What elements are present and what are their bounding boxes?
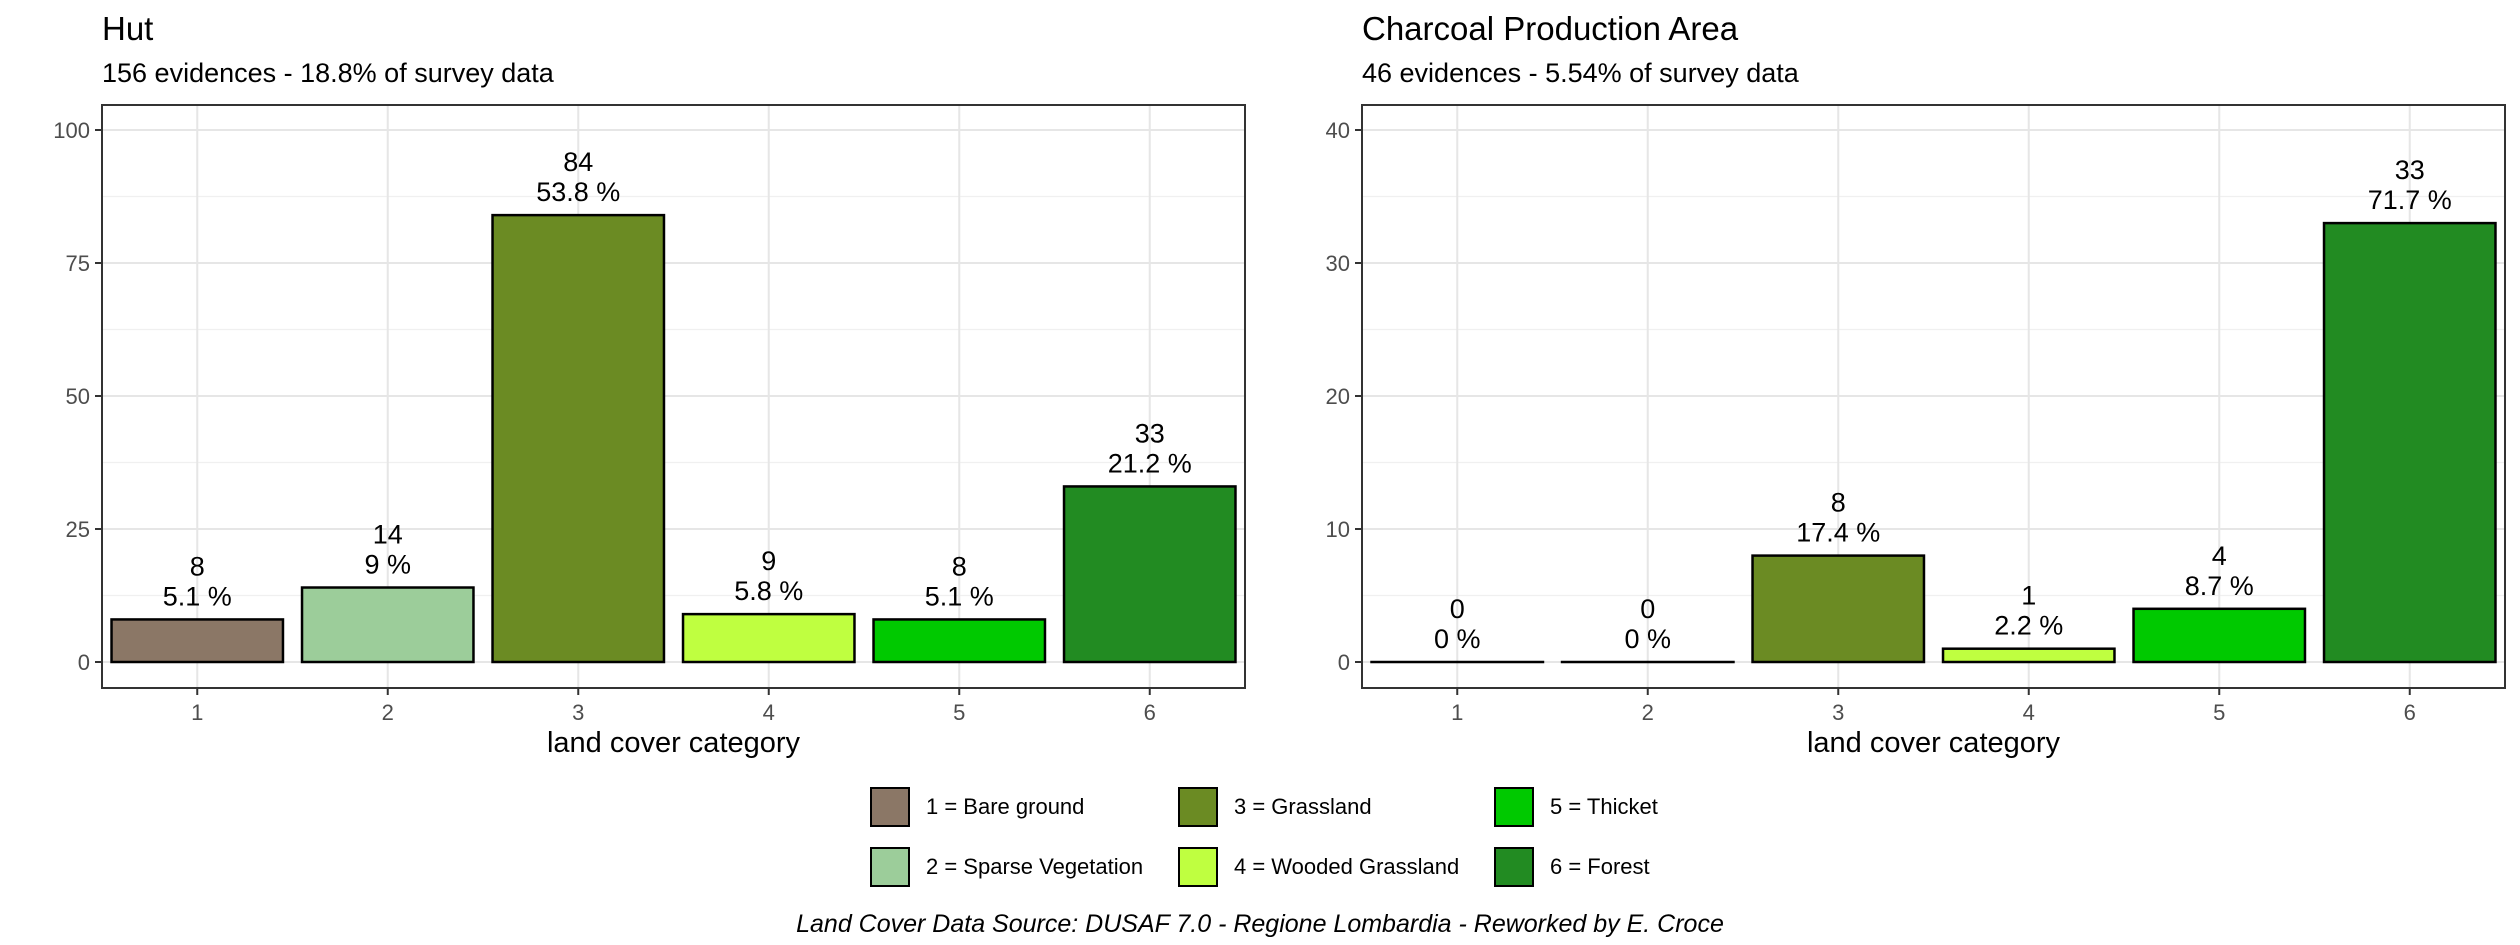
bar-category-3 bbox=[1751, 554, 1926, 664]
bar-percent-label: 17.4 % bbox=[1796, 518, 1880, 548]
y-tick-label: 20 bbox=[1326, 384, 1350, 409]
y-tick-label: 30 bbox=[1326, 251, 1350, 276]
bar-category-4 bbox=[681, 612, 856, 664]
x-tick-label: 4 bbox=[763, 700, 775, 725]
bar-count-label: 0 bbox=[1450, 594, 1465, 624]
bar-count-label: 8 bbox=[1831, 488, 1846, 518]
bar-category-6 bbox=[2322, 221, 2497, 664]
bar-count-label: 9 bbox=[761, 546, 776, 576]
legend: 1 = Bare ground 2 = Sparse Vegetation 3 … bbox=[870, 785, 1770, 895]
bar-count-label: 33 bbox=[2395, 155, 2425, 185]
bar-percent-label: 5.1 % bbox=[163, 581, 232, 611]
bar-percent-label: 8.7 % bbox=[2185, 571, 2254, 601]
x-tick-label: 3 bbox=[1832, 700, 1844, 725]
x-tick-label: 5 bbox=[2213, 700, 2225, 725]
x-tick-label: 6 bbox=[2404, 700, 2416, 725]
y-tick-label: 100 bbox=[53, 118, 90, 143]
legend-item-wooded-grassland: 4 = Wooded Grassland bbox=[1178, 845, 1459, 889]
bar-percent-label: 0 % bbox=[1434, 624, 1481, 654]
bar-category-5 bbox=[872, 618, 1047, 664]
bar-percent-label: 53.8 % bbox=[536, 177, 620, 207]
x-tick-label: 2 bbox=[1642, 700, 1654, 725]
legend-item-sparse-vegetation: 2 = Sparse Vegetation bbox=[870, 845, 1143, 889]
legend-key-sparse-vegetation bbox=[870, 847, 910, 887]
x-axis-title: land cover category bbox=[547, 727, 801, 759]
legend-label: 1 = Bare ground bbox=[926, 794, 1085, 819]
x-tick-label: 3 bbox=[572, 700, 584, 725]
legend-key-thicket bbox=[1494, 787, 1534, 827]
legend-item-forest: 6 = Forest bbox=[1494, 845, 1650, 889]
legend-label: 4 = Wooded Grassland bbox=[1234, 854, 1460, 879]
chart-subtitle-hut: 156 evidences - 18.8% of survey data bbox=[102, 58, 554, 88]
bar-percent-label: 5.8 % bbox=[734, 576, 803, 606]
bar-count-label: 0 bbox=[1640, 594, 1655, 624]
x-tick-label: 4 bbox=[2023, 700, 2035, 725]
bar-category-5 bbox=[2132, 607, 2307, 664]
bar-category-4 bbox=[1941, 647, 2116, 664]
legend-label: 5 = Thicket bbox=[1550, 794, 1658, 819]
y-tick-label: 0 bbox=[78, 650, 90, 675]
bar-category-2 bbox=[300, 586, 475, 664]
x-tick-label: 6 bbox=[1144, 700, 1156, 725]
legend-key-bare-ground bbox=[870, 787, 910, 827]
legend-item-bare-ground: 1 = Bare ground bbox=[870, 785, 1084, 829]
chart-subtitle-charcoal: 46 evidences - 5.54% of survey data bbox=[1362, 58, 1799, 88]
x-tick-label: 1 bbox=[191, 700, 203, 725]
bar-count-label: 4 bbox=[2212, 541, 2227, 571]
legend-key-forest bbox=[1494, 847, 1534, 887]
bar-percent-label: 71.7 % bbox=[2368, 185, 2452, 215]
legend-label: 3 = Grassland bbox=[1234, 794, 1372, 819]
data-source-caption: Land Cover Data Source: DUSAF 7.0 - Regi… bbox=[796, 910, 1724, 938]
bar-category-1 bbox=[110, 618, 285, 664]
bar-category-6 bbox=[1062, 485, 1237, 664]
legend-item-thicket: 5 = Thicket bbox=[1494, 785, 1658, 829]
bar-percent-label: 9 % bbox=[364, 550, 411, 580]
legend-key-grassland bbox=[1178, 787, 1218, 827]
y-tick-label: 75 bbox=[66, 251, 90, 276]
bar-count-label: 33 bbox=[1135, 418, 1165, 448]
bar-percent-label: 5.1 % bbox=[925, 581, 994, 611]
chart-title-charcoal: Charcoal Production Area bbox=[1362, 10, 1739, 47]
y-tick-label: 10 bbox=[1326, 517, 1350, 542]
x-tick-label: 1 bbox=[1451, 700, 1463, 725]
y-tick-label: 0 bbox=[1338, 650, 1350, 675]
bar-count-label: 14 bbox=[373, 520, 403, 550]
legend-key-wooded-grassland bbox=[1178, 847, 1218, 887]
chart-title-hut: Hut bbox=[102, 10, 154, 47]
y-tick-label: 25 bbox=[66, 517, 90, 542]
y-tick-label: 50 bbox=[66, 384, 90, 409]
x-tick-label: 5 bbox=[953, 700, 965, 725]
x-axis-title: land cover category bbox=[1807, 727, 2061, 759]
bar-count-label: 8 bbox=[190, 551, 205, 581]
legend-item-grassland: 3 = Grassland bbox=[1178, 785, 1372, 829]
x-tick-label: 2 bbox=[382, 700, 394, 725]
bar-percent-label: 21.2 % bbox=[1108, 448, 1192, 478]
y-tick-label: 40 bbox=[1326, 118, 1350, 143]
bar-count-label: 84 bbox=[563, 147, 593, 177]
bar-category-3 bbox=[491, 213, 666, 664]
legend-label: 6 = Forest bbox=[1550, 854, 1650, 879]
bar-count-label: 8 bbox=[952, 551, 967, 581]
legend-label: 2 = Sparse Vegetation bbox=[926, 854, 1144, 879]
bar-percent-label: 2.2 % bbox=[1994, 611, 2063, 641]
bar-count-label: 1 bbox=[2021, 581, 2036, 611]
bar-percent-label: 0 % bbox=[1624, 624, 1671, 654]
